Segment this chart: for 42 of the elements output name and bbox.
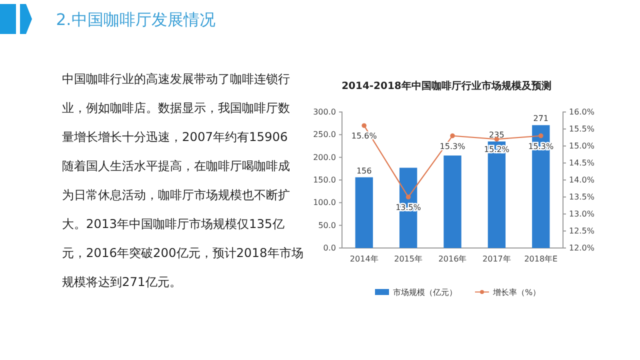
y2-tick-label: 12.5%: [569, 226, 595, 236]
point: [362, 123, 366, 128]
y2-tick-label: 13.0%: [569, 210, 595, 219]
bar: [355, 177, 373, 248]
x-tick-label: 2017年: [482, 254, 511, 264]
y2-tick-label: 15.0%: [569, 142, 595, 151]
x-tick-label: 2016年: [438, 254, 467, 264]
chart-title: 2014-2018年中国咖啡厅行业市场规模及预测: [342, 80, 552, 92]
bar: [444, 156, 462, 248]
y2-tick-label: 16.0%: [569, 108, 595, 117]
data-label: 235: [489, 130, 504, 140]
text: 2.中国咖啡厅发展情况: [56, 10, 216, 29]
y-tick-label: 250.0: [313, 130, 336, 140]
point: [406, 194, 411, 200]
x-tick-label: 2015年: [394, 254, 422, 264]
point: [450, 133, 455, 138]
y2-tick-label: 15.5%: [569, 124, 595, 134]
y2-tick-label: 14.5%: [569, 158, 595, 168]
x-tick-label: 2014年: [350, 254, 378, 264]
text: 元，2016年突破200亿元，预计2018年市场: [62, 246, 304, 260]
y-tick-label: 150.0: [313, 176, 336, 185]
text: 随着国人生活水平提高，在咖啡厅喝咖啡成: [62, 159, 290, 173]
legend-label: 增长率（%）: [492, 288, 541, 297]
y2-tick-label: 12.0%: [569, 244, 595, 253]
text: 规模将达到271亿元。: [62, 275, 182, 289]
y-tick-label: 300.0: [313, 108, 336, 117]
y-tick-label: 100.0: [313, 198, 336, 208]
text: 业，例如咖啡店。数据显示，我国咖啡厅数: [62, 101, 290, 115]
text: 大。2013年中国咖啡厅市场规模仅135亿: [62, 217, 284, 231]
text: 量增长增长十分迅速，2007年约有15906: [62, 130, 288, 144]
legend-label: 市场规模（亿元）: [393, 288, 457, 297]
y-tick-label: 0.0: [323, 244, 336, 253]
data-label: 271: [533, 114, 549, 124]
point: [538, 133, 544, 138]
data-label: 156: [356, 166, 372, 176]
text: 中国咖啡行业的高速发展带动了咖啡连锁行: [62, 72, 290, 86]
y-tick-label: 200.0: [313, 152, 336, 162]
x-tick-label: 2018年E: [524, 254, 558, 264]
y2-tick-label: 14.0%: [569, 176, 595, 185]
y-tick-label: 50.0: [318, 220, 336, 230]
text: 为日常休息活动，咖啡厅市场规模也不断扩: [62, 188, 290, 202]
y2-tick-label: 13.5%: [569, 192, 595, 202]
